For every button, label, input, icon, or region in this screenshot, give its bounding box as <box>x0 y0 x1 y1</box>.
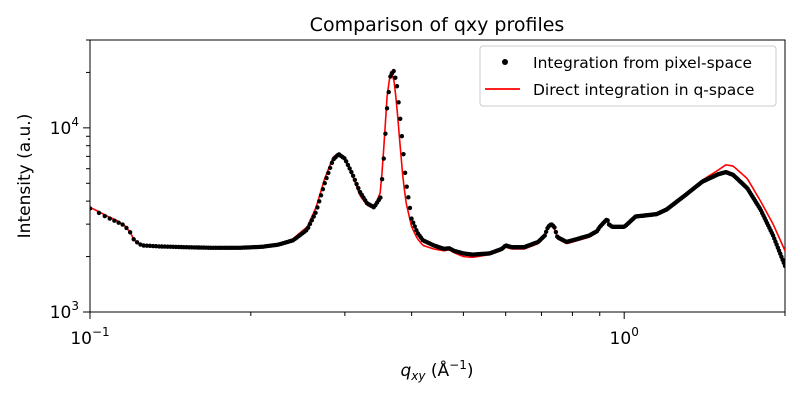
data-point <box>116 220 121 225</box>
data-point <box>605 218 610 223</box>
data-point <box>317 199 322 204</box>
data-point <box>383 131 388 136</box>
data-point <box>120 222 125 227</box>
y-axis-label: Intensity (a.u.) <box>15 114 35 239</box>
data-point <box>311 214 316 219</box>
x-axis: 10−1 100 <box>70 312 786 349</box>
data-point <box>553 229 559 235</box>
chart-title: Comparison of qxy profiles <box>310 14 565 36</box>
data-point <box>381 156 386 161</box>
series-points-pixel-space <box>90 68 785 269</box>
data-point <box>322 181 327 186</box>
data-point <box>102 213 107 219</box>
data-point <box>327 165 333 171</box>
data-point <box>134 240 140 245</box>
plot-content <box>90 68 785 269</box>
data-point <box>406 195 411 200</box>
y-tick-label: 103 <box>50 299 79 323</box>
data-point <box>96 210 102 216</box>
y-axis: 103 104 <box>50 39 90 323</box>
data-point <box>398 116 403 121</box>
data-point <box>394 84 400 89</box>
data-point <box>404 184 409 189</box>
data-point <box>144 243 150 248</box>
data-point <box>782 263 785 269</box>
data-point <box>347 166 352 171</box>
data-point <box>107 216 113 221</box>
x-axis-label: qxy (Å−1) <box>400 358 473 383</box>
plot-area-frame <box>89 39 786 313</box>
data-point <box>386 89 391 95</box>
data-point <box>354 181 359 187</box>
data-point <box>90 206 93 211</box>
data-point <box>356 185 361 191</box>
data-point <box>329 160 335 165</box>
data-point <box>131 237 136 242</box>
data-point <box>412 224 417 229</box>
data-point <box>315 205 320 210</box>
data-point <box>307 221 313 227</box>
data-point <box>379 177 385 182</box>
data-point <box>552 225 557 230</box>
data-point <box>407 205 413 211</box>
data-point <box>396 100 401 105</box>
data-point <box>399 133 405 139</box>
data-point <box>309 218 315 223</box>
data-point <box>350 173 356 178</box>
data-point <box>384 106 390 111</box>
data-point <box>141 243 146 248</box>
legend-box <box>479 45 777 107</box>
data-point <box>305 225 311 230</box>
data-point <box>391 68 396 74</box>
data-point <box>345 162 351 168</box>
data-point <box>378 195 383 200</box>
data-point <box>124 225 129 231</box>
data-point <box>320 187 326 192</box>
legend-label-pixel-space: Integration from pixel-space <box>533 54 752 72</box>
data-point <box>402 170 408 176</box>
data-point <box>543 229 549 235</box>
data-point <box>318 193 324 198</box>
data-point <box>352 177 358 183</box>
data-point <box>542 233 547 238</box>
data-point <box>349 169 354 175</box>
data-point <box>324 175 329 181</box>
data-point <box>112 218 117 223</box>
legend: Integration from pixel-space Direct inte… <box>479 45 777 107</box>
x-tick-label: 100 <box>610 325 639 349</box>
data-point <box>343 159 349 164</box>
data-point <box>401 151 406 157</box>
data-point <box>410 220 416 225</box>
data-point <box>409 216 414 221</box>
x-tick-label: 10−1 <box>70 325 109 349</box>
data-point <box>326 170 331 176</box>
data-point <box>127 230 133 235</box>
data-point <box>393 75 398 80</box>
legend-marker-pixel-space <box>502 59 508 65</box>
data-point <box>313 210 318 216</box>
legend-label-q-space: Direct integration in q-space <box>533 81 754 99</box>
y-tick-label: 104 <box>50 115 79 139</box>
